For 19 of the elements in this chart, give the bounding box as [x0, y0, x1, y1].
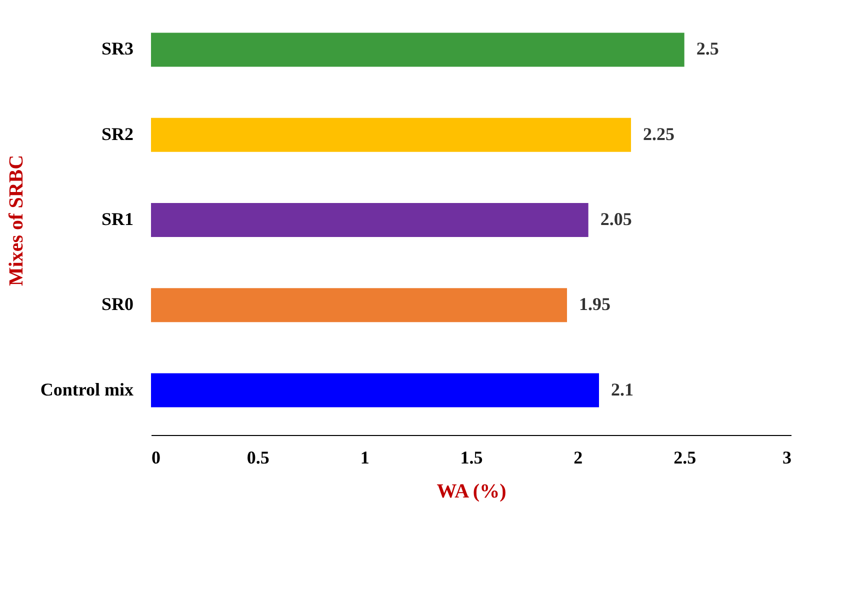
data-label: 2.5: [696, 38, 719, 59]
data-label: 2.25: [643, 124, 674, 144]
y-tick-label: SR0: [101, 294, 134, 314]
x-tick-label: 0.5: [246, 448, 270, 468]
y-tick-label: Control mix: [40, 379, 134, 400]
x-tick-label: 2: [574, 448, 583, 468]
data-label: 2.1: [611, 379, 634, 400]
x-tick-label: 3: [782, 448, 792, 468]
x-axis-title: WA (%): [436, 480, 506, 502]
y-axis-title: Mixes of SRBC: [5, 154, 28, 286]
data-label: 2.05: [600, 209, 632, 229]
x-tick-label: 0: [152, 448, 160, 468]
y-tick-label: SR2: [101, 124, 134, 144]
x-tick-label: 1.5: [460, 448, 483, 468]
y-tick-label: SR1: [101, 209, 134, 229]
x-tick-label: 1: [360, 448, 370, 468]
x-tick-label: 2.5: [674, 448, 696, 468]
data-label: 1.95: [579, 294, 610, 314]
y-tick-label: SR3: [101, 38, 134, 59]
